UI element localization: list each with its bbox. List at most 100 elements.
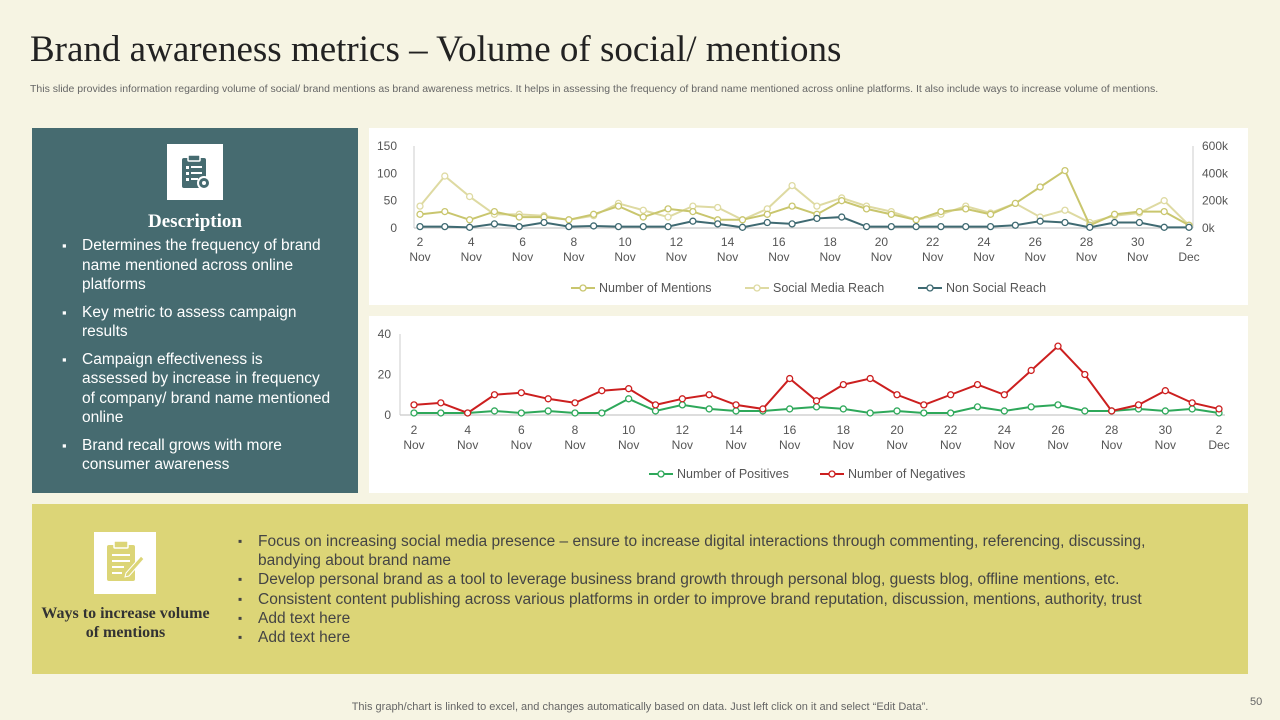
x-tick-label: Nov bbox=[819, 250, 840, 264]
y-tick-label: 100 bbox=[377, 166, 397, 180]
negatives-point bbox=[651, 401, 660, 409]
y-tick-label: 400k bbox=[1202, 166, 1229, 180]
y-tick-label: 0 bbox=[384, 408, 391, 422]
positives-point bbox=[1188, 405, 1196, 413]
description-item: Campaign effectiveness is assessed by in… bbox=[62, 350, 332, 428]
positives-point bbox=[1054, 401, 1062, 409]
mentions-point bbox=[490, 207, 499, 216]
description-heading: Description bbox=[148, 211, 242, 232]
mentions-point bbox=[738, 216, 747, 224]
non-social-reach-point bbox=[1185, 223, 1193, 231]
non-social-reach-point bbox=[1036, 217, 1044, 225]
description-list: Determines the frequency of brand name m… bbox=[62, 236, 332, 483]
x-tick-label: Nov bbox=[1127, 250, 1148, 264]
mentions-point bbox=[1135, 207, 1144, 216]
mentions-reach-chart[interactable]: 0501001500k200k400k600k2Nov4Nov6Nov8Nov1… bbox=[369, 128, 1248, 305]
x-tick-label: 8 bbox=[572, 423, 579, 437]
social-reach-point bbox=[1061, 206, 1069, 214]
legend-marker bbox=[657, 470, 665, 478]
mentions-point bbox=[937, 207, 945, 216]
page-subtitle: This slide provides information regardin… bbox=[30, 83, 1159, 95]
positives-point bbox=[1081, 407, 1089, 415]
mentions-point bbox=[862, 205, 871, 213]
negatives-point bbox=[678, 395, 686, 403]
x-tick-label: 26 bbox=[1051, 423, 1065, 437]
sentiment-chart-card[interactable]: 0 20 40 2 Nov 4 Nov 6 Nov 8 Nov 10 Nov 12 Nov 14 Nov 16 No… bbox=[369, 316, 1248, 493]
x-tick-label: Nov bbox=[1047, 438, 1068, 452]
non-social-reach-point bbox=[416, 222, 424, 231]
positives-point bbox=[812, 403, 821, 411]
positives-point bbox=[1161, 407, 1169, 415]
non-social-reach-point bbox=[639, 222, 647, 231]
x-tick-label: 12 bbox=[670, 235, 684, 249]
positives-point bbox=[490, 407, 499, 415]
x-tick-label: 18 bbox=[823, 235, 837, 249]
x-tick-label: 22 bbox=[944, 423, 958, 437]
sentiment-chart[interactable]: 020402Nov4Nov6Nov8Nov10Nov12Nov14Nov16No… bbox=[369, 316, 1248, 493]
mentions-point bbox=[565, 216, 573, 224]
non-social-reach-point bbox=[937, 222, 945, 231]
x-tick-label: Nov bbox=[886, 438, 907, 452]
x-tick-label: 28 bbox=[1080, 235, 1094, 249]
negatives-point bbox=[598, 387, 606, 395]
mentions-point bbox=[1036, 183, 1044, 191]
mentions-point bbox=[986, 210, 995, 218]
x-tick-label: 14 bbox=[721, 235, 735, 249]
mentions-point bbox=[763, 210, 771, 218]
negatives-point bbox=[1134, 401, 1143, 409]
non-social-reach-point bbox=[589, 222, 598, 230]
x-tick-label: Nov bbox=[672, 438, 693, 452]
negatives-point bbox=[464, 409, 472, 417]
negatives-point bbox=[786, 374, 794, 383]
negatives-point bbox=[947, 391, 955, 399]
mentions-chart-card[interactable]: 0 50 100 150 0k 200k 400k 600k 2 Nov 4 Nov 6 Nov 8 Nov 1… bbox=[369, 128, 1248, 305]
x-tick-label: 18 bbox=[837, 423, 851, 437]
ways-item: Add text here bbox=[238, 609, 1198, 628]
non-social-reach-point bbox=[763, 218, 771, 227]
non-social-reach-point bbox=[813, 214, 821, 223]
social-reach-point bbox=[639, 206, 647, 214]
positives-point bbox=[651, 407, 660, 415]
negatives-point bbox=[1000, 391, 1008, 399]
mentions-point bbox=[1061, 166, 1069, 175]
positives-point bbox=[625, 395, 633, 403]
x-tick-label: 14 bbox=[729, 423, 743, 437]
mentions-line bbox=[419, 169, 1190, 227]
non-social-reach-point bbox=[689, 217, 697, 225]
x-tick-label: 26 bbox=[1029, 235, 1043, 249]
negatives-point bbox=[490, 391, 499, 399]
checklist-pencil-icon bbox=[94, 532, 156, 594]
mentions-point bbox=[1160, 207, 1168, 216]
negatives-point bbox=[866, 374, 874, 383]
x-tick-label: Nov bbox=[461, 250, 482, 264]
negatives-point bbox=[437, 399, 445, 407]
x-tick-label: Nov bbox=[779, 438, 800, 452]
positives-point bbox=[786, 405, 794, 413]
positives-point bbox=[732, 407, 740, 415]
y-tick-label: 20 bbox=[378, 368, 392, 382]
non-social-reach-point bbox=[441, 222, 449, 231]
mentions-point bbox=[465, 216, 474, 224]
negatives-point bbox=[571, 399, 579, 407]
x-tick-label: Nov bbox=[511, 438, 532, 452]
x-tick-label: Nov bbox=[512, 250, 533, 264]
positives-point bbox=[678, 401, 686, 409]
legend-label: Number of Positives bbox=[677, 467, 789, 481]
negatives-point bbox=[1081, 370, 1089, 379]
x-tick-label: Nov bbox=[1076, 250, 1097, 264]
x-tick-label: Dec bbox=[1178, 250, 1199, 264]
non-social-reach-point bbox=[664, 222, 672, 231]
social-reach-point bbox=[465, 192, 474, 201]
positives-point bbox=[866, 409, 874, 417]
positives-point bbox=[517, 409, 525, 417]
x-tick-label: Dec bbox=[1208, 438, 1229, 452]
positives-point bbox=[1000, 407, 1008, 415]
y-tick-label: 600k bbox=[1202, 139, 1229, 153]
x-tick-label: Nov bbox=[1101, 438, 1122, 452]
x-tick-label: 20 bbox=[890, 423, 904, 437]
social-reach-point bbox=[416, 202, 424, 210]
mentions-point bbox=[589, 210, 598, 218]
social-reach-point bbox=[813, 202, 821, 210]
x-tick-label: 2 bbox=[1186, 235, 1193, 249]
x-tick-label: Nov bbox=[1155, 438, 1176, 452]
